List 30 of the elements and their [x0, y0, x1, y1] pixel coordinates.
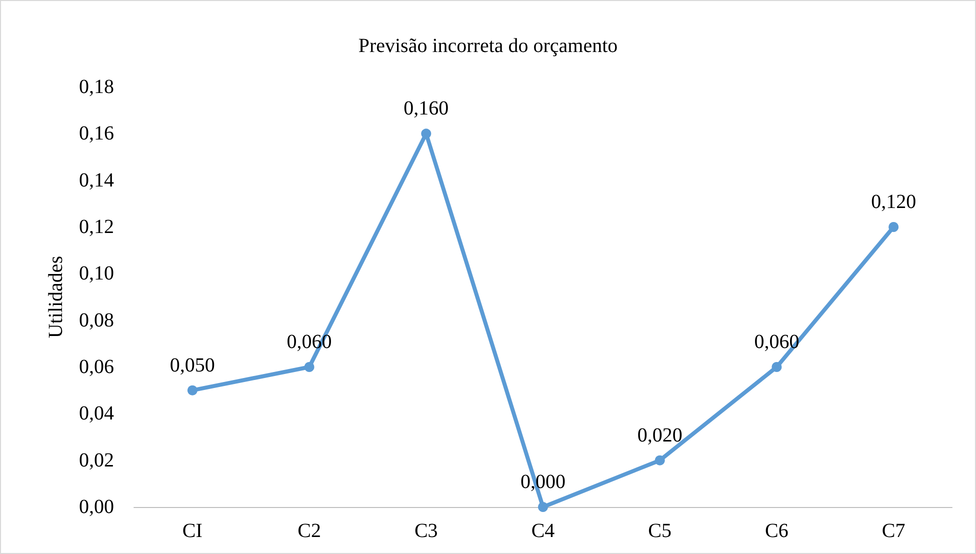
data-label: 0,050 — [170, 354, 215, 376]
y-tick-label: 0,10 — [79, 262, 114, 285]
y-tick-label: 0,18 — [79, 76, 114, 98]
point — [888, 222, 899, 232]
point — [421, 128, 432, 139]
y-axis-title: Utilidades — [45, 256, 67, 338]
point — [538, 502, 548, 512]
x-tick-label: C2 — [298, 520, 321, 542]
data-label: 0,020 — [637, 424, 682, 446]
y-tick-label: 0,02 — [79, 449, 114, 472]
x-tick-label: C5 — [648, 520, 672, 542]
data-label: 0,120 — [871, 191, 916, 213]
x-tick-label: C4 — [531, 520, 555, 542]
y-tick-label: 0,00 — [79, 496, 114, 518]
x-tick-label: C6 — [765, 520, 788, 542]
y-tick-label: 0,12 — [79, 216, 114, 238]
x-tick-label: C7 — [882, 520, 906, 542]
chart-title: Previsão incorreta do orçamento — [358, 35, 618, 57]
x-tick-label: CI — [182, 520, 202, 542]
y-tick-label: 0,14 — [79, 169, 114, 192]
point — [187, 385, 198, 396]
x-tick-label: C3 — [414, 520, 438, 542]
data-label: 0,160 — [404, 98, 449, 120]
y-tick-label: 0,06 — [79, 356, 114, 378]
y-tick-label: 0,04 — [79, 402, 114, 425]
y-tick-label: 0,16 — [79, 122, 114, 145]
y-tick-label: 0,08 — [79, 309, 114, 332]
point — [304, 362, 314, 372]
point — [772, 362, 782, 372]
point — [654, 455, 665, 466]
